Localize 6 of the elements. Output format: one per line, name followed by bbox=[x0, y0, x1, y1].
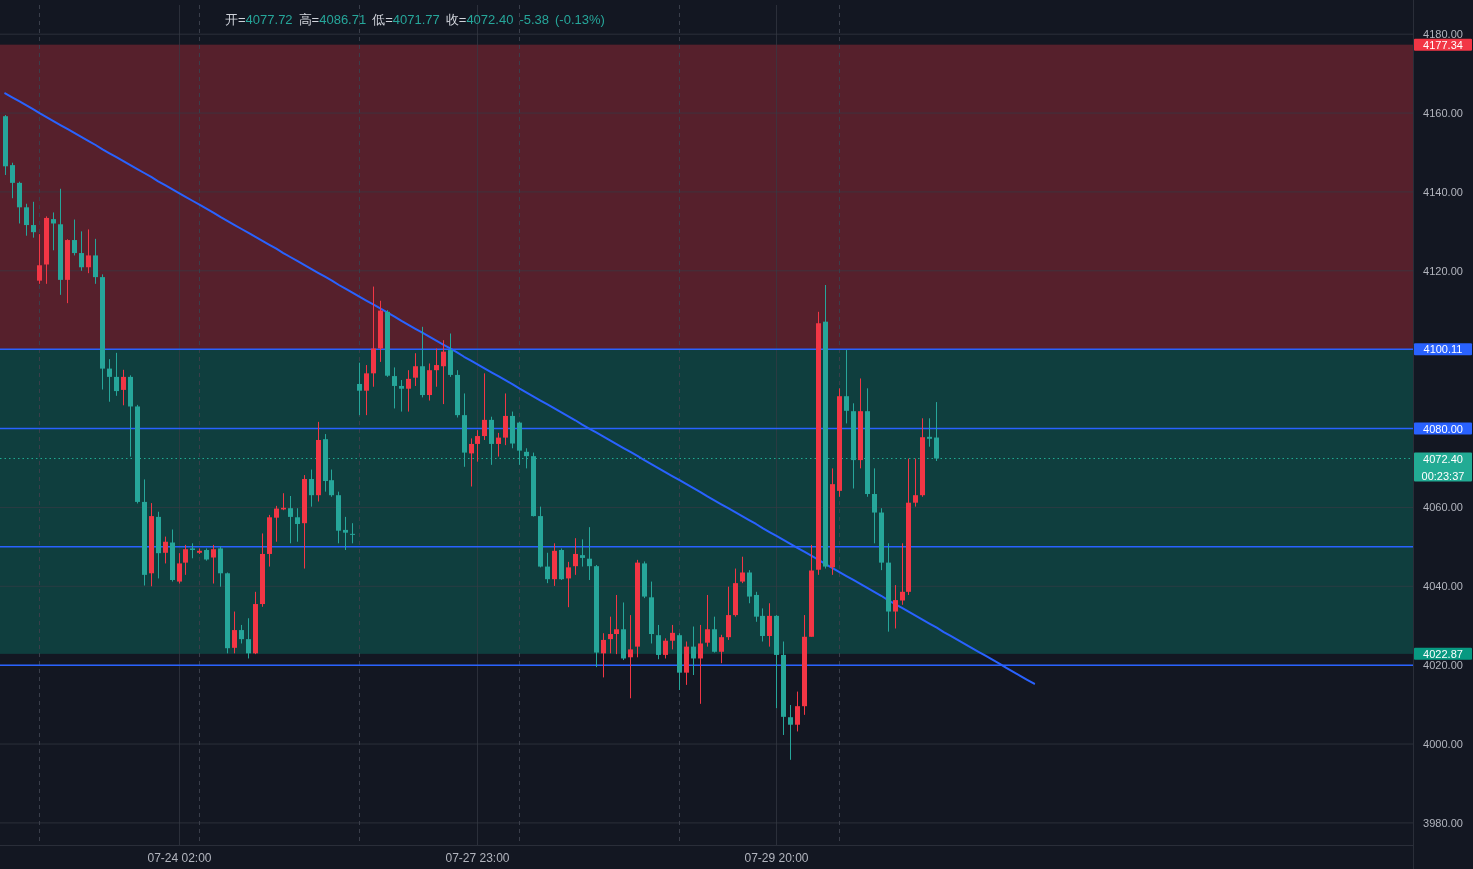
band-label: 4177.34 bbox=[1423, 38, 1463, 51]
annotation: 开=4077.72 高=4086.71 低=4071.77 收=4072.40 -5.38 (-0.13%) bbox=[225, 12, 605, 27]
band-label: 4022.87 bbox=[1423, 647, 1463, 660]
ref-line-label: 4080.00 bbox=[1423, 422, 1463, 435]
ref-line-label: 4100.11 bbox=[1423, 343, 1463, 356]
ref-line-label: 4072.40 00:23:37 bbox=[1421, 452, 1465, 482]
